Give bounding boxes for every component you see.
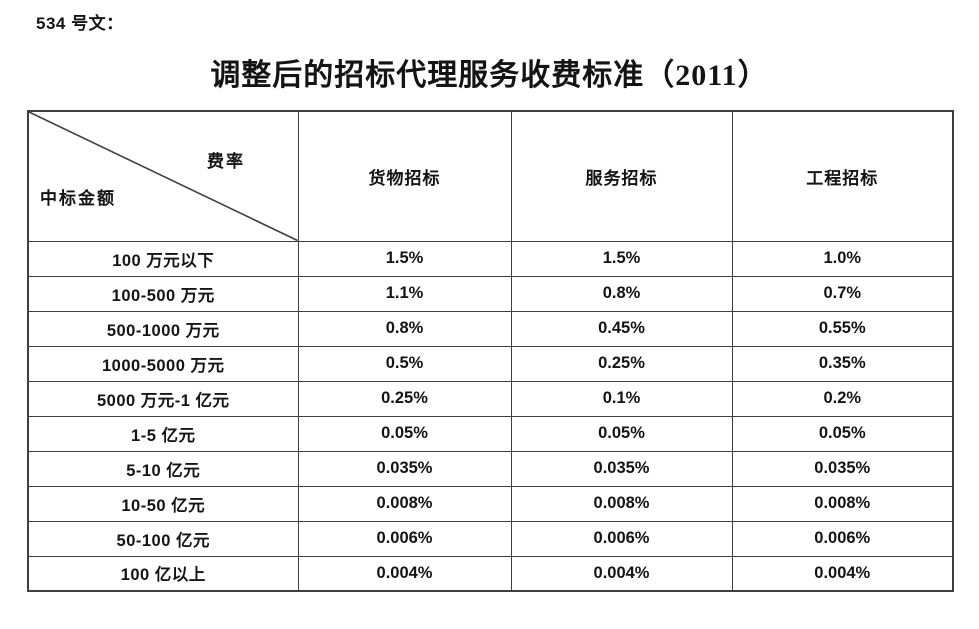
rate-cell: 0.5% (297, 345, 512, 382)
corner-header-cell: 费率 中标金额 (27, 110, 299, 242)
amount-cell: 1-5 亿元 (27, 415, 299, 452)
amount-cell: 100 万元以下 (27, 240, 299, 277)
fee-table-body: 100 万元以下 1.5% 1.5% 1.0% 100-500 万元 1.1% 0.8% 0.… (27, 240, 954, 592)
amount-cell: 100-500 万元 (27, 275, 299, 312)
table-row: 500-1000 万元 0.8% 0.45% 0.55% (27, 310, 954, 347)
rate-cell: 0.008% (510, 485, 733, 522)
rate-cell: 0.35% (731, 345, 954, 382)
amount-cell: 500-1000 万元 (27, 310, 299, 347)
rate-cell: 0.006% (731, 520, 954, 557)
doc-number-label: 534 号文： (36, 14, 124, 33)
rate-cell: 0.2% (731, 380, 954, 417)
rate-cell: 0.45% (510, 310, 733, 347)
table-row: 1-5 亿元 0.05% 0.05% 0.05% (27, 415, 954, 452)
amount-cell: 1000-5000 万元 (27, 345, 299, 382)
page-title: 调整后的招标代理服务收费标准（2011） (210, 59, 769, 92)
rate-cell: 0.05% (731, 415, 954, 452)
rate-cell: 0.035% (731, 450, 954, 487)
table-row: 10-50 亿元 0.008% 0.008% 0.008% (27, 485, 954, 522)
table-row: 5000 万元-1 亿元 0.25% 0.1% 0.2% (27, 380, 954, 417)
diagonal-divider-line (29, 112, 298, 241)
rate-cell: 0.8% (297, 310, 512, 347)
rate-cell: 0.25% (510, 345, 733, 382)
amount-cell: 5000 万元-1 亿元 (27, 380, 299, 417)
rate-cell: 0.035% (510, 450, 733, 487)
amount-cell: 10-50 亿元 (27, 485, 299, 522)
rate-cell: 0.004% (731, 555, 954, 592)
amount-cell: 5-10 亿元 (27, 450, 299, 487)
rate-cell: 0.008% (731, 485, 954, 522)
header-row: 费率 中标金额 货物招标 服务招标 工程招标 (27, 110, 954, 242)
rate-cell: 1.5% (297, 240, 512, 277)
amount-cell: 50-100 亿元 (27, 520, 299, 557)
rate-cell: 0.006% (510, 520, 733, 557)
rate-cell: 0.008% (297, 485, 512, 522)
rate-cell: 0.1% (510, 380, 733, 417)
column-header-services: 服务招标 (510, 110, 733, 242)
column-header-engineering: 工程招标 (731, 110, 954, 242)
rate-cell: 1.0% (731, 240, 954, 277)
rate-cell: 0.55% (731, 310, 954, 347)
rate-cell: 0.006% (297, 520, 512, 557)
fee-rate-table: 费率 中标金额 货物招标 服务招标 工程招标 100 万元以下 1.5% 1.5% 1… (27, 110, 954, 592)
rate-cell: 0.035% (297, 450, 512, 487)
rate-cell: 0.05% (510, 415, 733, 452)
column-header-goods: 货物招标 (297, 110, 512, 242)
rate-cell: 0.8% (510, 275, 733, 312)
rate-cell: 0.25% (297, 380, 512, 417)
rate-cell: 0.05% (297, 415, 512, 452)
table-row: 100 亿以上 0.004% 0.004% 0.004% (27, 555, 954, 592)
table-row: 50-100 亿元 0.006% 0.006% 0.006% (27, 520, 954, 557)
table-row: 100 万元以下 1.5% 1.5% 1.0% (27, 240, 954, 277)
table-row: 5-10 亿元 0.035% 0.035% 0.035% (27, 450, 954, 487)
rate-cell: 0.004% (297, 555, 512, 592)
rate-cell: 0.7% (731, 275, 954, 312)
rate-cell: 1.5% (510, 240, 733, 277)
corner-label-rate: 费率 (207, 152, 245, 171)
rate-cell: 0.004% (510, 555, 733, 592)
rate-cell: 1.1% (297, 275, 512, 312)
table-row: 1000-5000 万元 0.5% 0.25% 0.35% (27, 345, 954, 382)
corner-label-amount: 中标金额 (40, 189, 116, 208)
table-row: 100-500 万元 1.1% 0.8% 0.7% (27, 275, 954, 312)
amount-cell: 100 亿以上 (27, 555, 299, 592)
